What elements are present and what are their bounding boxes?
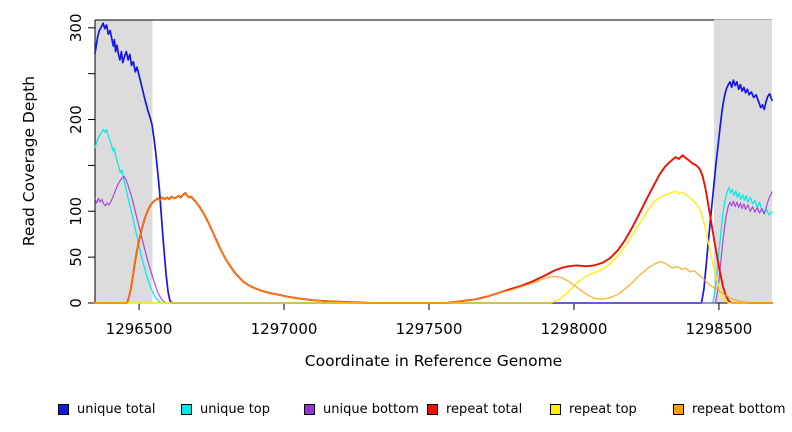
y-tick-label: 0 [67, 298, 85, 308]
legend-color-swatch [304, 403, 315, 415]
y-tick-label: 100 [67, 197, 85, 226]
series-repeat-bottom [94, 192, 773, 304]
legend-label: repeat bottom [692, 401, 786, 417]
x-tick-label: 1296500 [106, 320, 173, 338]
legend-entry-unique-bottom: unique bottom [304, 402, 427, 417]
legend-label: unique bottom [323, 401, 419, 417]
legend: unique total unique top unique bottom repea… [0, 397, 792, 421]
legend-entry-repeat-top: repeat top [550, 402, 673, 417]
x-axis-title: Coordinate in Reference Genome [304, 352, 563, 370]
x-tick-label: 1297000 [251, 320, 318, 338]
legend-entry-unique-total: unique total [58, 402, 181, 417]
series-unique-total [94, 22, 773, 304]
x-tick-label: 1297500 [396, 320, 463, 338]
y-tick-label: 50 [67, 248, 85, 267]
legend-entry-repeat-bottom: repeat bottom [673, 402, 792, 417]
series-repeat-top [94, 190, 773, 304]
legend-color-swatch [550, 403, 561, 415]
legend-entry-unique-top: unique top [181, 402, 304, 417]
series-unique-bottom [94, 175, 773, 304]
series-repeat-total [94, 154, 773, 304]
series-unique-top [94, 128, 773, 304]
y-tick-label: 200 [67, 105, 85, 134]
legend-color-swatch [181, 403, 192, 415]
legend-label: unique total [77, 401, 156, 417]
legend-label: unique top [200, 401, 271, 417]
legend-label: repeat total [446, 401, 523, 417]
legend-color-swatch [58, 403, 69, 415]
legend-color-swatch [673, 403, 684, 415]
x-tick-label: 1298500 [686, 320, 753, 338]
legend-label: repeat top [569, 401, 637, 417]
shaded-region [95, 20, 153, 303]
shaded-region [714, 20, 772, 303]
legend-entry-repeat-total: repeat total [427, 402, 550, 417]
legend-color-swatch [427, 403, 438, 415]
y-tick-label: 300 [67, 13, 85, 42]
x-tick-label: 1298000 [541, 320, 608, 338]
y-axis-title: Read Coverage Depth [20, 75, 38, 247]
